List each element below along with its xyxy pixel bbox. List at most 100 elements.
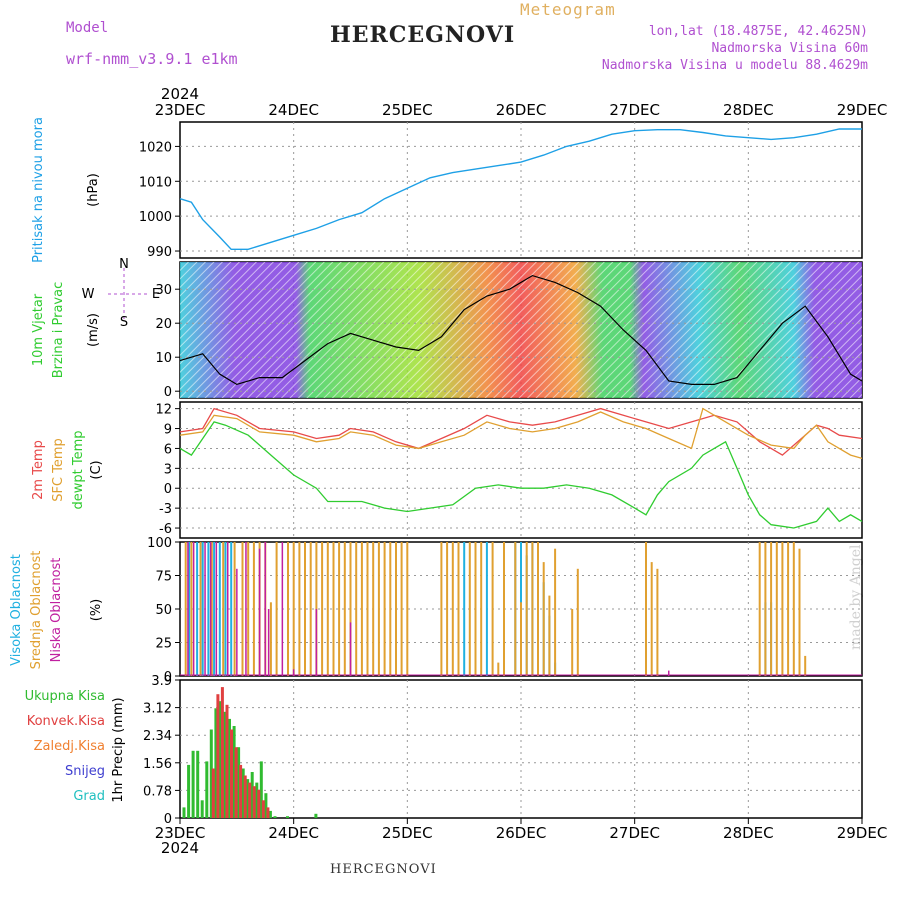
conv-precip-bar — [248, 782, 252, 818]
conv-precip-bar — [216, 694, 220, 818]
clouds-ytick-label: 25 — [155, 637, 172, 652]
mid-cloud-bar — [247, 542, 250, 676]
mid-cloud-bar — [275, 542, 278, 676]
wind-axis-title-2: Brzina i Pravac — [51, 282, 66, 379]
mid-cloud-bar — [304, 542, 306, 676]
conv-precip-bar — [266, 807, 270, 818]
mid-cloud-bar — [537, 542, 539, 676]
mid-cloud-bar — [525, 542, 528, 676]
bottom-date-label: 28DEC — [723, 824, 774, 842]
mid-cloud-bar — [576, 568, 579, 676]
low-cloud-bar — [281, 542, 284, 676]
mid-cloud-bar — [222, 542, 225, 676]
temperature-ytick-label: -6 — [159, 522, 172, 537]
mid-cloud-bar — [520, 602, 522, 676]
total-precip-bar — [246, 779, 250, 818]
total-precip-bar — [200, 800, 204, 818]
top-year-label: 2024 — [161, 85, 199, 103]
low-cloud-bar — [349, 622, 352, 676]
total-precip-bar — [314, 813, 318, 818]
meteogram-label: Meteogram — [520, 0, 616, 19]
mid-cloud-bar — [241, 542, 244, 676]
mid-cloud-bar — [764, 542, 767, 676]
mid-cloud-bar — [199, 542, 202, 676]
top-date-label: 27DEC — [609, 101, 660, 119]
conv-precip-bar — [243, 775, 247, 818]
model-label: Model — [66, 20, 109, 36]
mid-cloud-bar — [468, 542, 471, 676]
low-cloud-bar — [209, 542, 212, 676]
clouds-ytick-label: 0 — [164, 670, 172, 685]
temperature-ytick-label: 9 — [164, 423, 172, 438]
mid-cloud-bar — [804, 655, 807, 676]
low-cloud-bar — [236, 568, 238, 676]
mid-cloud-bar — [233, 542, 236, 676]
bottom-date-label: 29DEC — [837, 824, 888, 842]
cloud-axis-title-2: Srednja Oblacnost — [29, 551, 44, 670]
sfc-temp-line — [179, 407, 863, 460]
low-cloud-bar — [292, 669, 295, 676]
conv-precip-bar — [257, 789, 261, 818]
mid-cloud-bar — [446, 542, 449, 676]
mid-cloud-bar — [400, 542, 403, 676]
low-cloud-bar — [192, 542, 195, 676]
cloud-unit-label: (%) — [89, 599, 104, 622]
wind-axis-title-1: 10m Vjetar — [31, 293, 46, 366]
wind-ytick-label: 20 — [155, 317, 172, 332]
pressure-ytick-label: 1010 — [139, 175, 172, 190]
conv-precip-bar — [230, 729, 233, 818]
low-cloud-bar — [264, 542, 266, 676]
conv-precip-bar — [261, 800, 265, 818]
total-precip-bar — [205, 761, 209, 818]
mid-cloud-bar — [287, 542, 289, 676]
conv-precip-bar — [211, 768, 215, 818]
wind-ytick-label: 0 — [164, 385, 172, 400]
precipitation-ytick-label: 0 — [164, 812, 172, 827]
top-date-label: 23DEC — [155, 101, 206, 119]
mid-cloud-bar — [184, 542, 187, 676]
high-cloud-bar — [196, 542, 199, 676]
model-elevation-label: Nadmorska Visina u modelu 88.4629m — [601, 58, 868, 73]
mid-cloud-bar — [792, 542, 795, 676]
temperature-axis-title-1: 2m Temp — [31, 440, 46, 500]
pressure-ytick-label: 1000 — [139, 210, 172, 225]
lonlat-label: lon,lat (18.4875E, 42.4625N) — [648, 24, 868, 39]
temp2m-line — [179, 407, 863, 456]
bottom-year-label: 2024 — [161, 839, 199, 857]
total-precip-bar — [237, 747, 241, 818]
mid-cloud-bar — [531, 542, 534, 676]
precip-unit-label: 1hr Precip (mm) — [111, 697, 126, 802]
low-cloud-bar — [227, 542, 229, 676]
top-date-label: 26DEC — [496, 101, 547, 119]
pressure-unit-label: (hPa) — [86, 173, 101, 207]
dewpt-temp-line — [179, 421, 863, 529]
mid-cloud-bar — [503, 542, 505, 676]
mid-cloud-bar — [321, 542, 324, 676]
wind-speed-line — [179, 274, 863, 386]
conv-precip-bar — [225, 704, 229, 818]
model-name: wrf-nmm_v3.9.1 e1km — [66, 50, 238, 68]
temperature-ytick-label: 6 — [164, 442, 172, 457]
mid-cloud-bar — [775, 542, 778, 676]
mid-cloud-bar — [372, 542, 375, 676]
mid-cloud-bar — [781, 542, 784, 676]
pressure-ytick-label: 990 — [147, 245, 172, 260]
precipitation-ytick-label: 2.34 — [143, 729, 172, 744]
mid-cloud-bar — [656, 568, 659, 676]
mid-cloud-bar — [758, 542, 761, 676]
clouds-ytick-label: 75 — [155, 570, 172, 585]
pressure-axis-title: Pritisak na nivou mora — [31, 117, 46, 263]
compass-west: W — [82, 287, 95, 302]
mid-cloud-bar — [514, 542, 517, 676]
precipitation-ytick-label: 3.9 — [151, 674, 172, 689]
total-precip-bar — [273, 816, 277, 818]
mid-cloud-bar — [332, 542, 335, 676]
high-cloud-bar — [201, 542, 204, 676]
mid-cloud-bar — [252, 542, 255, 676]
conv-precip-bar — [239, 764, 243, 818]
mid-cloud-bar — [645, 542, 647, 676]
total-precip-bar — [286, 816, 289, 818]
bottom-date-label: 26DEC — [496, 824, 547, 842]
low-cloud-bar — [215, 542, 218, 676]
precipitation-ytick-label: 1.56 — [143, 757, 172, 772]
